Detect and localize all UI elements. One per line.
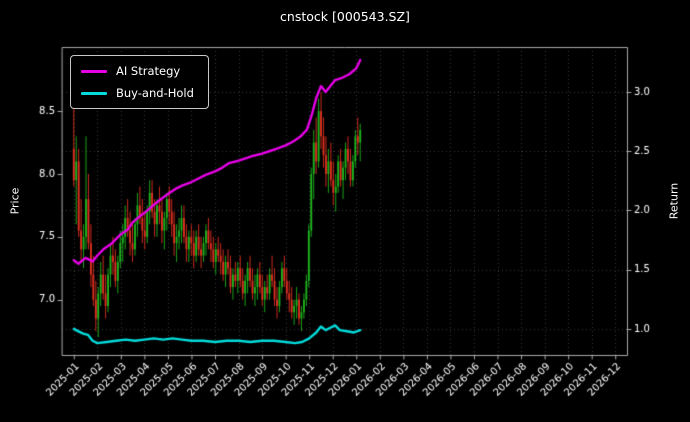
legend-entry-ai-strategy: AI Strategy xyxy=(81,64,194,78)
ai-strategy-line-swatch xyxy=(81,69,107,73)
buy-and-hold-line-swatch xyxy=(81,91,107,95)
legend-label: Buy-and-Hold xyxy=(116,86,194,100)
chart-title: cnstock [000543.SZ] xyxy=(280,9,410,24)
y-axis-label-return: Return xyxy=(667,182,681,220)
chart-legend: AI Strategy Buy-and-Hold xyxy=(70,55,209,109)
legend-entry-buy-and-hold: Buy-and-Hold xyxy=(81,86,194,100)
y-axis-label-price: Price xyxy=(8,187,22,215)
legend-label: AI Strategy xyxy=(116,64,181,78)
